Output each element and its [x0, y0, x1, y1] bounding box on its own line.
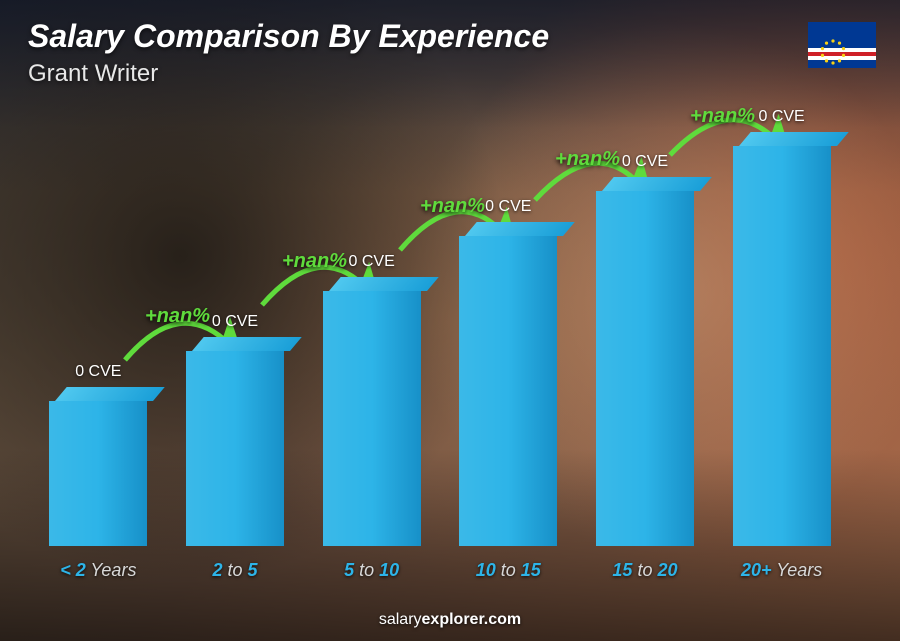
bar-front-face: [733, 146, 831, 546]
x-axis-labels: < 2 Years 2 to 5 5 to 10 10 to 15 15 to 20 20…: [30, 560, 850, 581]
bar-front-face: [459, 236, 557, 546]
x-axis-label: 10 to 15: [443, 560, 573, 581]
bar-value-label: 0 CVE: [758, 108, 804, 126]
infographic-container: Salary Comparison By Experience Grant Wr…: [0, 0, 900, 641]
bar-front-face: [186, 351, 284, 546]
bar-top-face: [739, 132, 849, 146]
bar-value-label: 0 CVE: [75, 363, 121, 381]
bar-top-face: [329, 277, 439, 291]
bar: [186, 337, 284, 546]
bar-front-face: [323, 291, 421, 546]
bar-group: 0 CVE: [717, 108, 847, 546]
bar-front-face: [596, 191, 694, 546]
bar-group: 0 CVE: [443, 198, 573, 546]
chart-subtitle: Grant Writer: [28, 60, 158, 88]
bar-value-label: 0 CVE: [212, 313, 258, 331]
footer-attribution: salaryexplorer.com: [0, 611, 900, 629]
bar: [49, 387, 147, 546]
bar: [323, 277, 421, 546]
bar-value-label: 0 CVE: [622, 153, 668, 171]
chart-title: Salary Comparison By Experience: [28, 18, 549, 55]
footer-suffix: explorer.com: [422, 611, 522, 628]
bar: [733, 132, 831, 546]
x-axis-label: < 2 Years: [33, 560, 163, 581]
bar-top-face: [192, 337, 302, 351]
bar-top-face: [465, 222, 575, 236]
x-axis-label: 20+ Years: [717, 560, 847, 581]
bar-group: 0 CVE: [33, 363, 163, 546]
x-axis-label: 2 to 5: [170, 560, 300, 581]
x-axis-label: 5 to 10: [307, 560, 437, 581]
bars-row: 0 CVE0 CVE0 CVE0 CVE0 CVE0 CVE: [30, 116, 850, 546]
bar-value-label: 0 CVE: [485, 198, 531, 216]
flag-icon: [808, 22, 876, 68]
footer-prefix: salary: [379, 611, 422, 628]
x-axis-label: 15 to 20: [580, 560, 710, 581]
chart-area: +nan%+nan%+nan%+nan%+nan% 0 CVE0 CVE0 CV…: [30, 100, 850, 581]
bar-front-face: [49, 401, 147, 546]
bar: [459, 222, 557, 546]
bar: [596, 177, 694, 546]
bar-group: 0 CVE: [307, 253, 437, 546]
bar-group: 0 CVE: [170, 313, 300, 546]
bar-top-face: [55, 387, 165, 401]
bar-top-face: [602, 177, 712, 191]
bar-group: 0 CVE: [580, 153, 710, 546]
bar-value-label: 0 CVE: [349, 253, 395, 271]
